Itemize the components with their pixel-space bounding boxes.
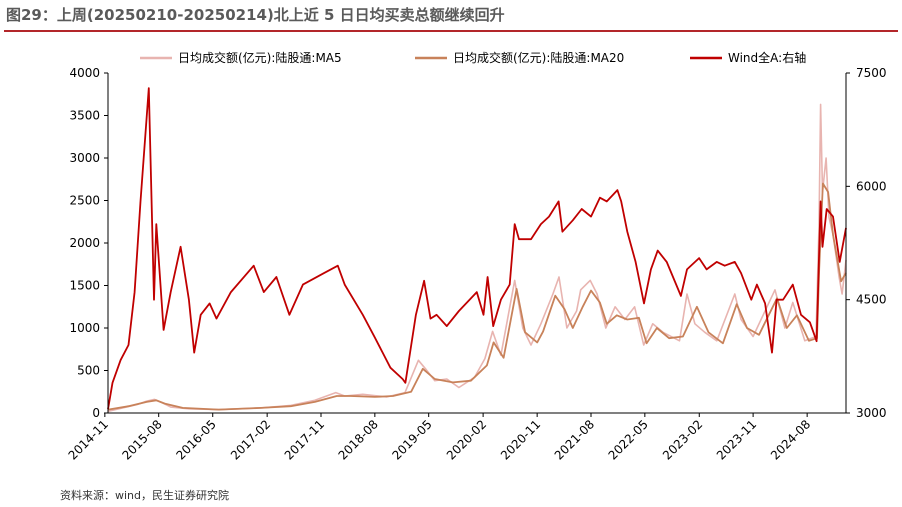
x-tick-label: 2017-11	[282, 417, 327, 462]
x-tick-label: 2015-08	[119, 417, 164, 462]
x-tick-label: 2020-02	[444, 417, 489, 462]
x-tick-label: 2021-08	[552, 417, 597, 462]
right-tick-label: 3000	[856, 406, 887, 420]
left-tick-label: 1000	[69, 321, 100, 335]
series-line-2	[107, 182, 847, 411]
right-tick-label: 6000	[856, 179, 887, 193]
x-tick-label: 2023-11	[714, 417, 759, 462]
source-note: 资料来源：wind，民生证券研究院	[60, 489, 230, 502]
x-tick-label: 2020-11	[498, 417, 543, 462]
chart-title: 图29：上周(20250210-20250214)北上近 5 日日均买卖总额继续…	[4, 0, 898, 32]
left-tick-label: 3000	[69, 151, 100, 165]
x-tick-label: 2019-05	[389, 417, 434, 462]
left-tick-label: 2000	[69, 236, 100, 250]
legend-label-1: 日均成交额(亿元):陆股通:MA5	[178, 50, 342, 65]
legend-label-2: 日均成交额(亿元):陆股通:MA20	[453, 50, 624, 65]
x-tick-label: 2017-02	[228, 417, 273, 462]
legend-label-3: Wind全A:右轴	[728, 50, 806, 65]
x-tick-label: 2016-05	[173, 417, 218, 462]
left-tick-label: 500	[77, 364, 100, 378]
x-tick-label: 2018-08	[336, 417, 381, 462]
series-line-1	[107, 103, 847, 413]
x-tick-label: 2023-02	[660, 417, 705, 462]
right-tick-label: 4500	[856, 293, 887, 307]
x-tick-label: 2014-11	[66, 417, 111, 462]
chart: 0 500 1000 1500 2000 2500 3000 3500 4000 3000 4500…	[66, 50, 887, 463]
right-tick-label: 7500	[856, 66, 887, 80]
left-tick-label: 1500	[69, 279, 100, 293]
left-tick-label: 0	[92, 406, 100, 420]
left-tick-label: 2500	[69, 194, 100, 208]
series-line-3	[107, 87, 847, 410]
x-tick-label: 2022-05	[606, 417, 651, 462]
left-tick-label: 4000	[69, 66, 100, 80]
left-tick-label: 3500	[69, 109, 100, 123]
x-tick-label: 2024-08	[768, 417, 813, 462]
